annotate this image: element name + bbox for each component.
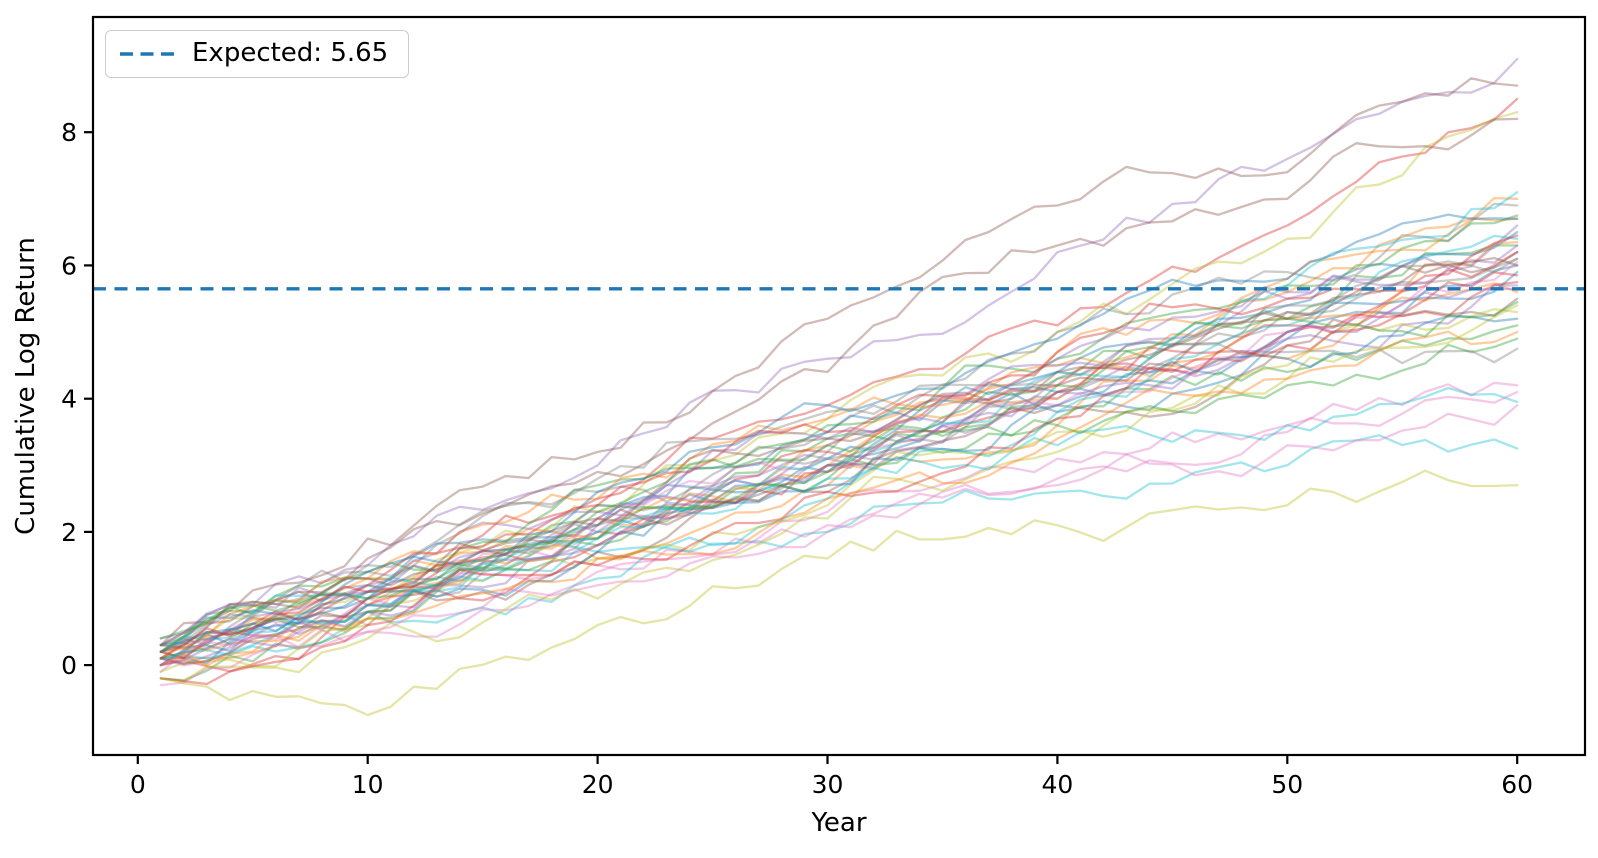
sim-path <box>159 342 1519 653</box>
sim-path <box>159 77 1519 647</box>
x-tick-label: 30 <box>812 770 844 799</box>
sim-path <box>159 270 1519 653</box>
sim-path <box>159 284 1519 666</box>
sim-path <box>159 230 1519 653</box>
sim-path <box>159 196 1519 650</box>
sim-path <box>159 282 1519 667</box>
sim-path <box>159 381 1519 673</box>
sim-path <box>159 300 1519 653</box>
x-axis-label: Year <box>810 808 866 838</box>
sim-path <box>159 307 1519 673</box>
sim-path <box>159 304 1519 683</box>
sim-path <box>159 97 1519 660</box>
simulation-paths <box>159 57 1519 717</box>
sim-path <box>159 202 1519 647</box>
y-tick-label: 0 <box>61 651 77 680</box>
sim-path <box>159 315 1519 667</box>
sim-path <box>159 337 1519 660</box>
sim-path <box>159 240 1519 660</box>
sim-path <box>159 250 1519 673</box>
sim-path <box>159 390 1519 687</box>
y-axis-label: Cumulative Log Return <box>11 237 41 535</box>
legend-label: Expected: 5.65 <box>192 38 389 68</box>
sim-path <box>159 191 1519 660</box>
sim-path <box>159 324 1519 682</box>
sim-path <box>159 250 1519 665</box>
sim-path <box>159 330 1519 667</box>
sim-path <box>159 260 1519 667</box>
sim-path <box>159 234 1519 660</box>
y-tick-label: 2 <box>61 518 77 547</box>
x-tick-label: 0 <box>130 770 146 799</box>
legend: Expected: 5.65 <box>105 30 410 78</box>
sim-path <box>159 287 1519 667</box>
sim-path <box>159 117 1519 647</box>
sim-path <box>159 57 1519 640</box>
x-tick-label: 50 <box>1271 770 1303 799</box>
y-tick-label: 6 <box>61 251 77 280</box>
sim-path <box>159 244 1519 647</box>
sim-path <box>159 271 1519 686</box>
sim-path <box>159 264 1519 665</box>
sim-path <box>159 297 1519 667</box>
sim-path <box>159 244 1519 653</box>
sim-path <box>159 256 1519 653</box>
sim-path <box>159 217 1519 653</box>
x-tick-label: 10 <box>352 770 384 799</box>
plot-border <box>91 15 1587 757</box>
legend-dash-icon <box>120 52 174 56</box>
sim-path <box>159 213 1519 647</box>
sim-path <box>159 386 1519 667</box>
sim-path <box>159 469 1519 717</box>
x-tick-label: 40 <box>1041 770 1073 799</box>
y-tick-label: 4 <box>61 385 77 414</box>
axes: 0 10 20 30 40 50 60 0 2 4 6 8 <box>61 15 1587 799</box>
sim-path <box>159 280 1519 660</box>
sim-path <box>159 257 1519 653</box>
sim-path <box>159 404 1519 667</box>
y-tick-label: 8 <box>61 118 77 147</box>
sim-path <box>159 111 1519 660</box>
sim-path <box>159 434 1519 660</box>
sim-path <box>159 234 1519 653</box>
x-tick-label: 60 <box>1501 770 1533 799</box>
x-tick-label: 20 <box>582 770 614 799</box>
sim-path <box>159 224 1519 647</box>
sim-path <box>159 257 1519 653</box>
sim-path <box>159 214 1519 640</box>
